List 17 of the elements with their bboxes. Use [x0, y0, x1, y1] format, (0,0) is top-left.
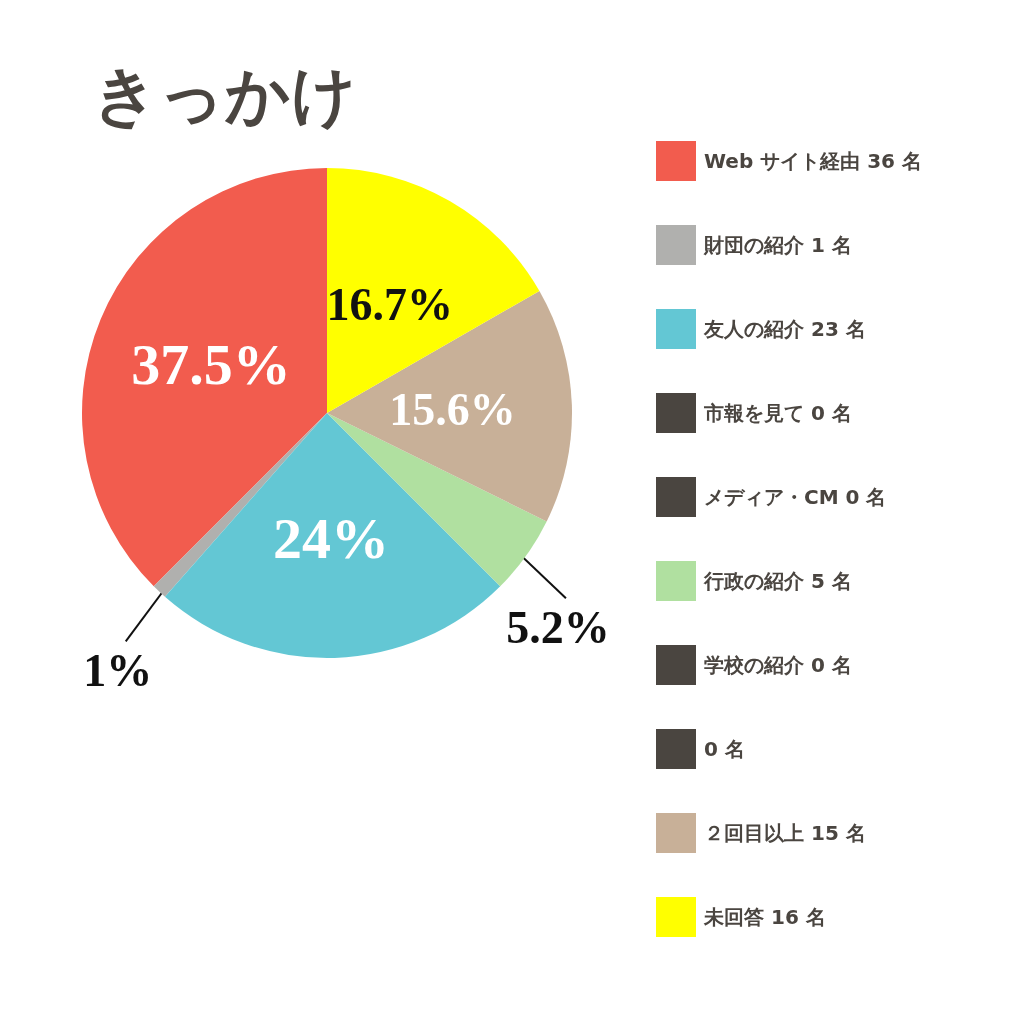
legend-label: 0 名 [704, 735, 745, 763]
legend-label: ２回目以上 15 名 [704, 819, 866, 847]
data-label: 37.5% [131, 332, 291, 398]
chart-title: きっかけ [93, 58, 357, 132]
legend-label: メディア・CM 0 名 [704, 483, 887, 511]
data-label: 24% [272, 505, 389, 571]
legend-label: 未回答 16 名 [704, 903, 826, 931]
legend-label: 財団の紹介 1 名 [704, 231, 852, 259]
data-label: 15.6% [389, 383, 516, 435]
legend-label: Web サイト経由 36 名 [704, 147, 922, 175]
legend-label: 市報を見て 0 名 [704, 399, 852, 427]
data-label: 5.2% [506, 601, 610, 653]
data-label: 16.7% [326, 278, 454, 330]
legend-label: 友人の紹介 23 名 [704, 315, 866, 343]
legend-label: 行政の紹介 5 名 [704, 567, 852, 595]
legend-label: 学校の紹介 0 名 [704, 651, 852, 679]
data-label: 1% [83, 644, 153, 696]
